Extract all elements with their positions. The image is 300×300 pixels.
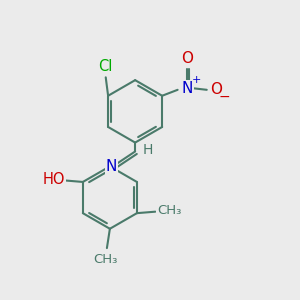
Text: +: +	[191, 75, 201, 85]
Text: O: O	[210, 82, 222, 97]
Text: O: O	[181, 51, 193, 66]
Text: HO: HO	[43, 172, 65, 187]
Text: N: N	[106, 159, 117, 174]
Text: −: −	[218, 89, 230, 103]
Text: H: H	[142, 143, 153, 157]
Text: CH₃: CH₃	[157, 204, 181, 217]
Text: N: N	[182, 81, 193, 96]
Text: Cl: Cl	[98, 59, 113, 74]
Text: CH₃: CH₃	[93, 254, 118, 266]
